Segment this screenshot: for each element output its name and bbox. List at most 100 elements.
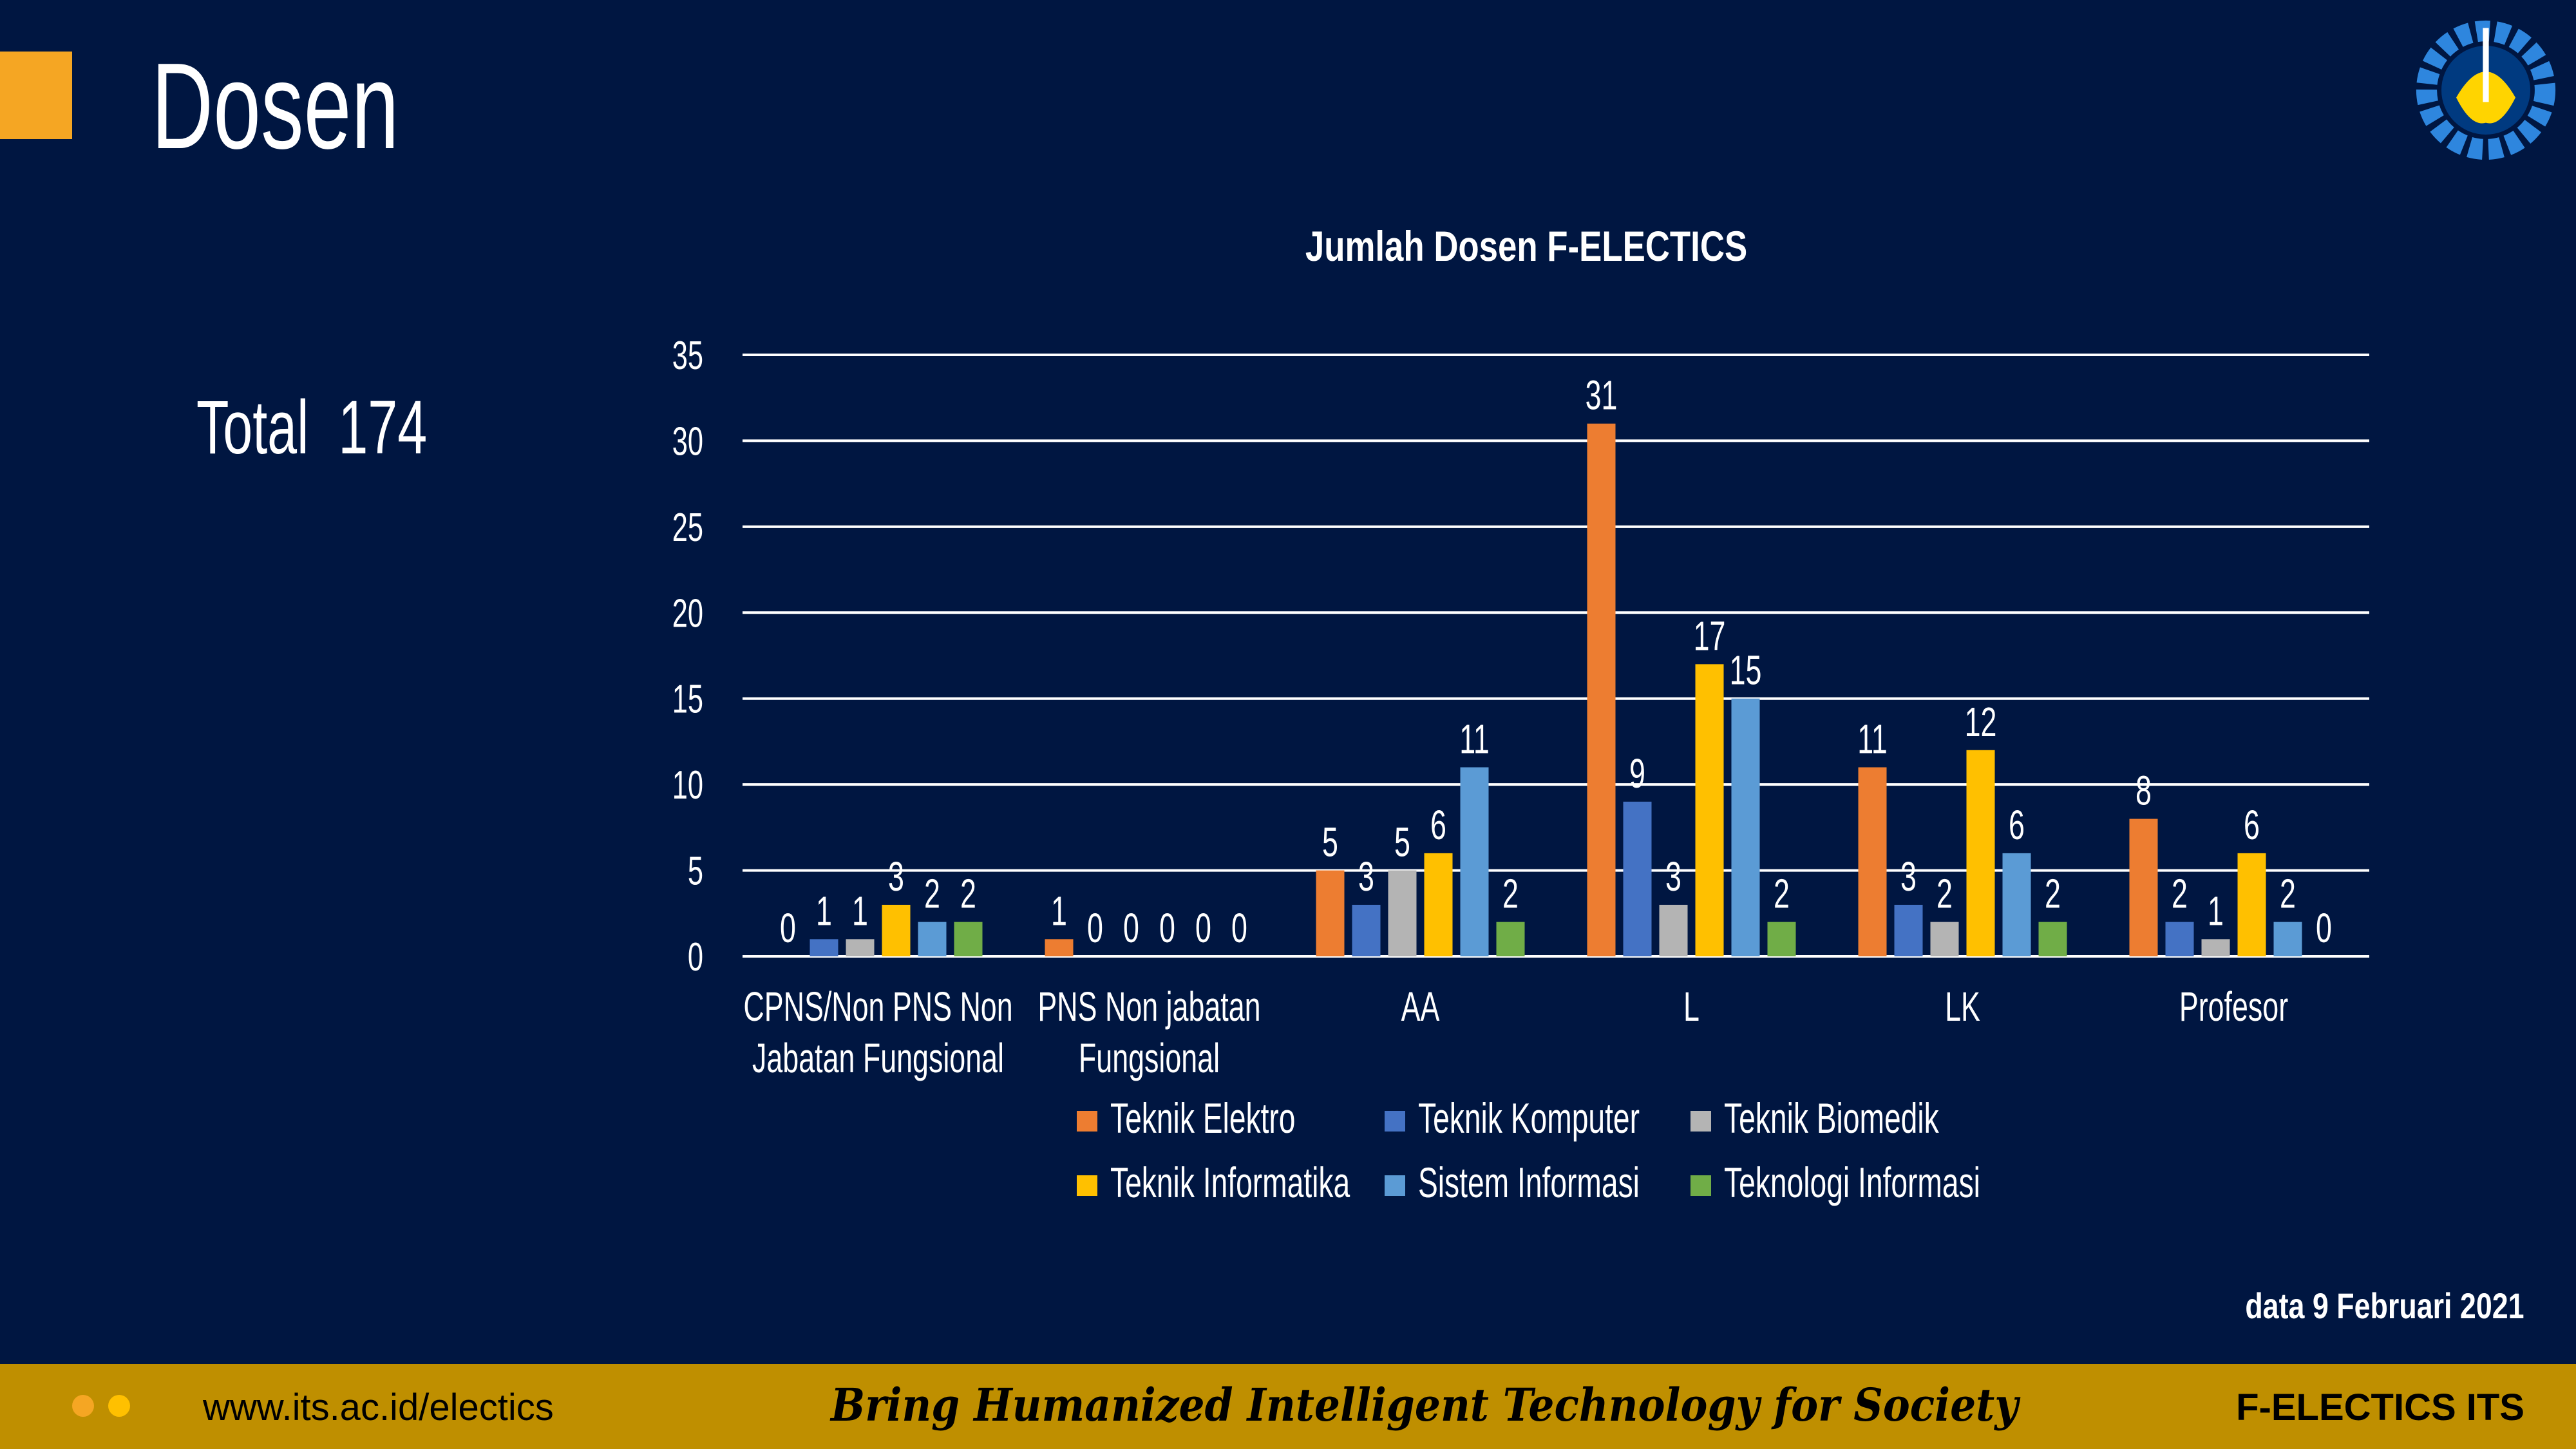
bar: [954, 922, 983, 956]
x-tick-label: AA: [1401, 983, 1440, 1030]
bar: [2273, 922, 2302, 956]
bar: [1894, 904, 1923, 956]
legend-swatch: [1385, 1111, 1405, 1132]
data-label: 8: [2136, 768, 2152, 814]
bar: [810, 939, 838, 956]
bar: [1858, 767, 1887, 956]
data-label: 0: [2316, 905, 2332, 951]
legend-label: Sistem Informasi: [1418, 1159, 1640, 1207]
data-label: 2: [2045, 871, 2061, 917]
bar: [2129, 819, 2158, 956]
bar: [1388, 870, 1417, 956]
bar: [918, 922, 947, 956]
legend-swatch: [1077, 1175, 1097, 1196]
brand-label: F-ELECTICS ITS: [2236, 1387, 2524, 1428]
data-label: 31: [1586, 372, 1618, 419]
bar: [1045, 939, 1074, 956]
bar: [2002, 853, 2031, 956]
legend-swatch: [1385, 1175, 1405, 1196]
bar: [1966, 750, 1995, 956]
bar: [1930, 922, 1959, 956]
y-tick-label: 15: [672, 677, 703, 721]
data-label: 2: [1774, 871, 1790, 917]
data-label: 3: [1358, 853, 1374, 900]
y-tick-label: 20: [672, 592, 703, 636]
data-label: 17: [1694, 612, 1726, 659]
y-tick-label: 25: [672, 506, 703, 549]
bar: [1659, 904, 1688, 956]
date-note: data 9 Februari 2021: [2245, 1285, 2524, 1326]
data-label: 1: [852, 887, 868, 934]
x-tick-label: PNS Non jabatan: [1037, 983, 1260, 1030]
bar: [1623, 801, 1652, 956]
chart-title: Jumlah Dosen F-ELECTICS: [1305, 222, 1747, 270]
legend-label: Teknologi Informasi: [1724, 1159, 1980, 1207]
bar: [1352, 904, 1381, 956]
data-label: 2: [2280, 871, 2296, 917]
data-label: 1: [816, 887, 832, 934]
legend-swatch: [1690, 1111, 1711, 1132]
data-label: 9: [1629, 750, 1645, 797]
page-title: Dosen: [151, 38, 399, 175]
data-label: 15: [1730, 647, 1762, 694]
data-label: 5: [1322, 819, 1338, 866]
x-tick-label: Jabatan Fungsional: [752, 1035, 1004, 1081]
y-tick-label: 5: [688, 849, 703, 893]
data-label: 2: [924, 871, 940, 917]
legend-label: Teknik Informatika: [1110, 1159, 1350, 1207]
x-tick-label: Profesor: [2179, 983, 2288, 1030]
x-tick-label: LK: [1945, 983, 1980, 1030]
data-label: 5: [1394, 819, 1410, 866]
legend-swatch: [1690, 1175, 1711, 1196]
data-label: 3: [1900, 853, 1917, 900]
bar: [2038, 922, 2067, 956]
data-label: 0: [1087, 905, 1103, 951]
data-label: 6: [2244, 802, 2260, 848]
bar: [1460, 767, 1489, 956]
data-label: 11: [1857, 716, 1888, 762]
data-label: 0: [1231, 905, 1247, 951]
data-label: 0: [1159, 905, 1175, 951]
dot-icon: [72, 1395, 94, 1417]
bar: [882, 904, 911, 956]
bar: [1767, 922, 1796, 956]
data-label: 3: [888, 853, 904, 900]
data-label: 2: [960, 871, 976, 917]
x-tick-label: Fungsional: [1079, 1035, 1220, 1081]
slogan: Bring Humanized Intelligent Technology f…: [831, 1378, 2018, 1432]
accent-block: [0, 52, 72, 139]
bar: [1695, 664, 1724, 956]
x-tick-label: CPNS/Non PNS Non: [743, 983, 1012, 1030]
data-label: 6: [1430, 802, 1446, 848]
legend-label: Teknik Biomedik: [1724, 1095, 1939, 1142]
bar: [1587, 423, 1616, 956]
x-tick-label: L: [1683, 983, 1700, 1030]
bar: [1496, 922, 1525, 956]
website-link[interactable]: www.its.ac.id/electics: [203, 1387, 554, 1428]
footer-bar: www.its.ac.id/electics Bring Humanized I…: [0, 1364, 2576, 1449]
data-label: 2: [1937, 871, 1953, 917]
data-label: 11: [1459, 716, 1490, 762]
data-label: 0: [780, 905, 796, 951]
data-label: 2: [1502, 871, 1519, 917]
bar: [846, 939, 875, 956]
data-label: 0: [1123, 905, 1139, 951]
data-label: 12: [1965, 699, 1997, 745]
bar: [2237, 853, 2266, 956]
bar: [1424, 853, 1453, 956]
y-tick-label: 35: [672, 334, 703, 378]
data-label: 1: [1051, 887, 1067, 934]
legend-label: Teknik Elektro: [1110, 1095, 1296, 1142]
dot-icon: [108, 1395, 130, 1417]
its-logo-icon: [2416, 20, 2556, 160]
bar: [1316, 870, 1345, 956]
y-tick-label: 10: [672, 764, 703, 808]
bar: [1731, 698, 1760, 956]
legend-label: Teknik Komputer: [1418, 1095, 1640, 1142]
total-label: Total 174: [196, 385, 428, 470]
data-label: 0: [1195, 905, 1211, 951]
bar: [2201, 939, 2230, 956]
data-label: 2: [2172, 871, 2188, 917]
data-label: 3: [1665, 853, 1681, 900]
